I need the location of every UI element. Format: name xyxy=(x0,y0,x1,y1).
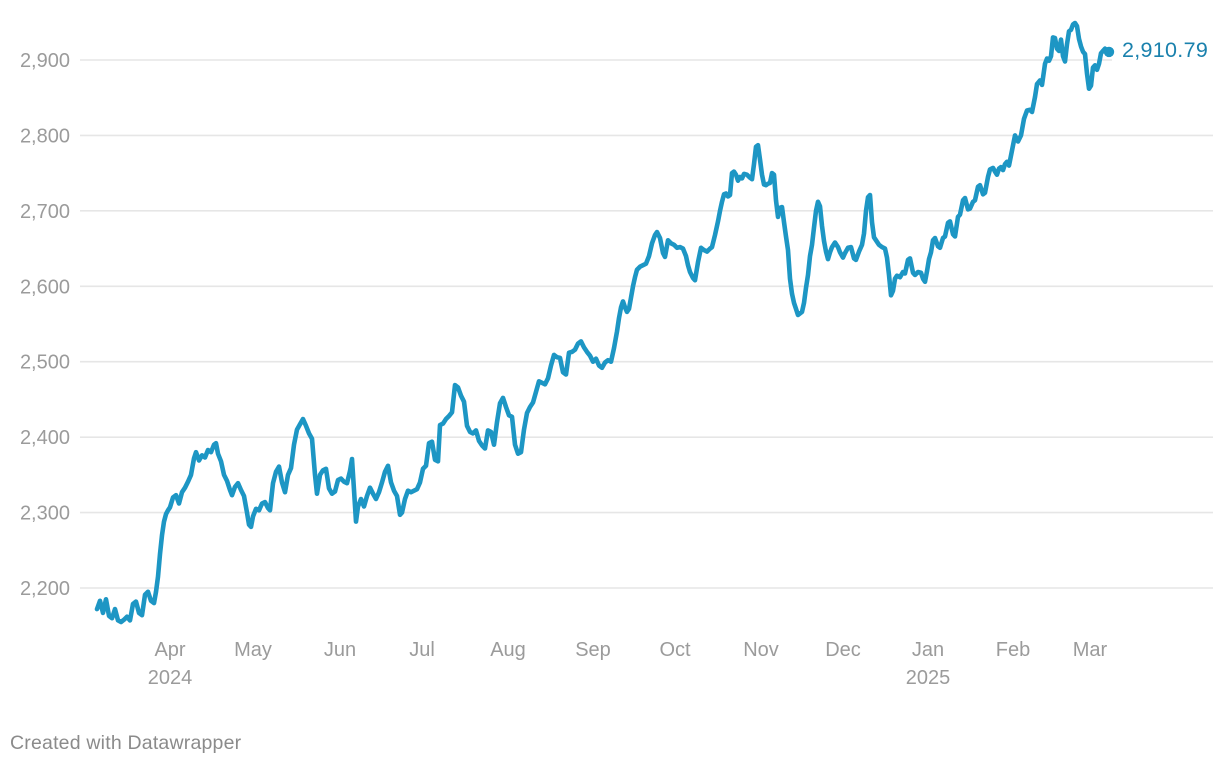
latest-value-label: 2,910.79 xyxy=(1118,38,1209,63)
y-tick-label: 2,900 xyxy=(20,50,70,72)
y-tick-label: 2,500 xyxy=(20,352,70,374)
x-tick-label: Jul xyxy=(409,639,435,661)
chart-plot-area[interactable]: 2,200 2,300 2,400 2,500 2,600 2,700 2,800 2,900… xyxy=(0,0,1220,710)
y-tick-label: 2,300 xyxy=(20,503,70,525)
x-year-label: 2025 xyxy=(906,667,951,689)
price-line xyxy=(94,20,1112,625)
y-tick-label: 2,400 xyxy=(20,427,70,449)
x-tick-label: Feb xyxy=(996,639,1030,661)
y-tick-label: 2,600 xyxy=(20,276,70,298)
y-axis-labels: 2,200 2,300 2,400 2,500 2,600 2,700 2,800 2,900 xyxy=(20,50,70,600)
x-tick-label: Sep xyxy=(575,639,611,661)
y-tick-label: 2,800 xyxy=(20,125,70,147)
gridlines xyxy=(80,59,1213,589)
x-axis-labels: Apr 2024 May Jun Jul Aug Sep Oct Nov Dec Jan 2025 Fe… xyxy=(148,639,1108,689)
x-tick-label: Aug xyxy=(490,639,526,661)
x-tick-label: Oct xyxy=(659,639,691,661)
x-tick-label: Mar xyxy=(1073,639,1108,661)
x-tick-label: Jan xyxy=(912,639,944,661)
datawrapper-attribution-link[interactable]: Created with Datawrapper xyxy=(10,732,242,754)
x-tick-label: Apr xyxy=(154,639,185,661)
x-tick-label: Jun xyxy=(324,639,356,661)
x-tick-label: May xyxy=(234,639,272,661)
x-tick-label: Nov xyxy=(743,639,779,661)
x-tick-label: Dec xyxy=(825,639,861,661)
y-tick-label: 2,700 xyxy=(20,201,70,223)
y-tick-label: 2,200 xyxy=(20,578,70,600)
price-series xyxy=(94,20,1115,625)
end-point-dot xyxy=(1103,46,1115,58)
x-year-label: 2024 xyxy=(148,667,193,689)
